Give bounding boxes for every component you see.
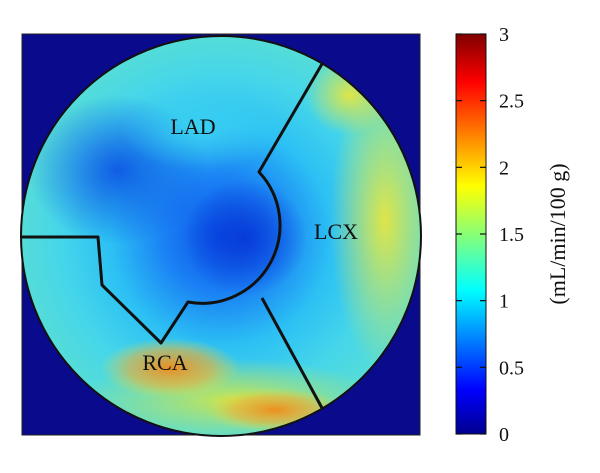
colorbar-tick-label: 2.5 <box>499 91 524 113</box>
colorbar-label: (mL/min/100 g) <box>545 163 570 304</box>
polar-map-outline <box>20 35 422 437</box>
colorbar-tick-label: 2 <box>499 157 509 179</box>
colorbar-tick-label: 0 <box>499 424 509 446</box>
colorbar-tick-label: 1 <box>499 291 509 313</box>
colorbar-tick-label: 0.5 <box>499 357 524 379</box>
territory-boundaries <box>22 63 324 409</box>
region-label-lad: LAD <box>170 114 215 139</box>
colorbar-ticks: 0 0.5 1 1.5 2 2.5 3 <box>456 24 524 446</box>
colorbar-tick-label: 3 <box>499 24 509 46</box>
region-label-rca: RCA <box>142 350 187 375</box>
colorbar-tick-label: 1.5 <box>499 224 524 246</box>
region-label-lcx: LCX <box>314 219 358 244</box>
